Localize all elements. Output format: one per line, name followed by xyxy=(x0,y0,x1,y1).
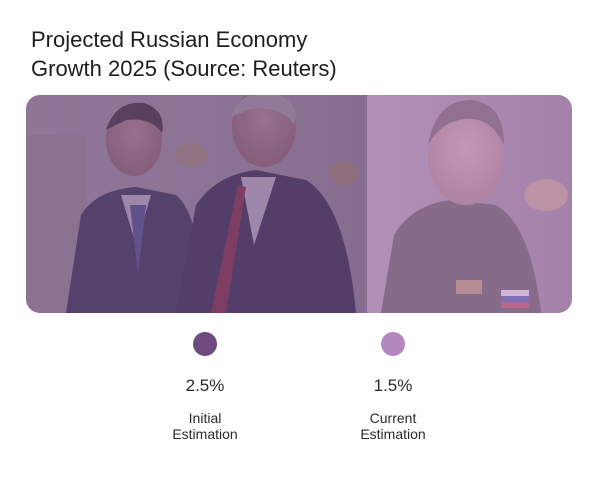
photo-chart xyxy=(26,95,572,313)
legend-dot-initial xyxy=(193,332,217,356)
category-label-current-line-2: Estimation xyxy=(360,426,426,442)
legend-item-current: 1.5% Current Estimation xyxy=(323,330,463,442)
overlay-current-estimation xyxy=(367,95,572,313)
photo-chart-svg xyxy=(26,95,572,313)
chart-title-line-2: Growth 2025 (Source: Reuters) xyxy=(31,56,337,81)
chart-title: Projected Russian Economy Growth 2025 (S… xyxy=(31,25,451,83)
category-label-current-line-1: Current xyxy=(369,410,417,426)
category-label-initial-line-2: Estimation xyxy=(172,426,238,442)
value-label-initial: 2.5% xyxy=(185,376,225,395)
legend-item-initial: 2.5% Initial Estimation xyxy=(135,330,275,442)
category-label-initial: Initial Estimation xyxy=(135,410,275,442)
category-label-current: Current Estimation xyxy=(323,410,463,442)
overlay-initial-estimation xyxy=(26,95,367,313)
value-label-current: 1.5% xyxy=(373,376,413,395)
legend-dot-current xyxy=(381,332,405,356)
category-label-initial-line-1: Initial xyxy=(188,410,222,426)
chart-title-line-1: Projected Russian Economy xyxy=(31,27,308,52)
